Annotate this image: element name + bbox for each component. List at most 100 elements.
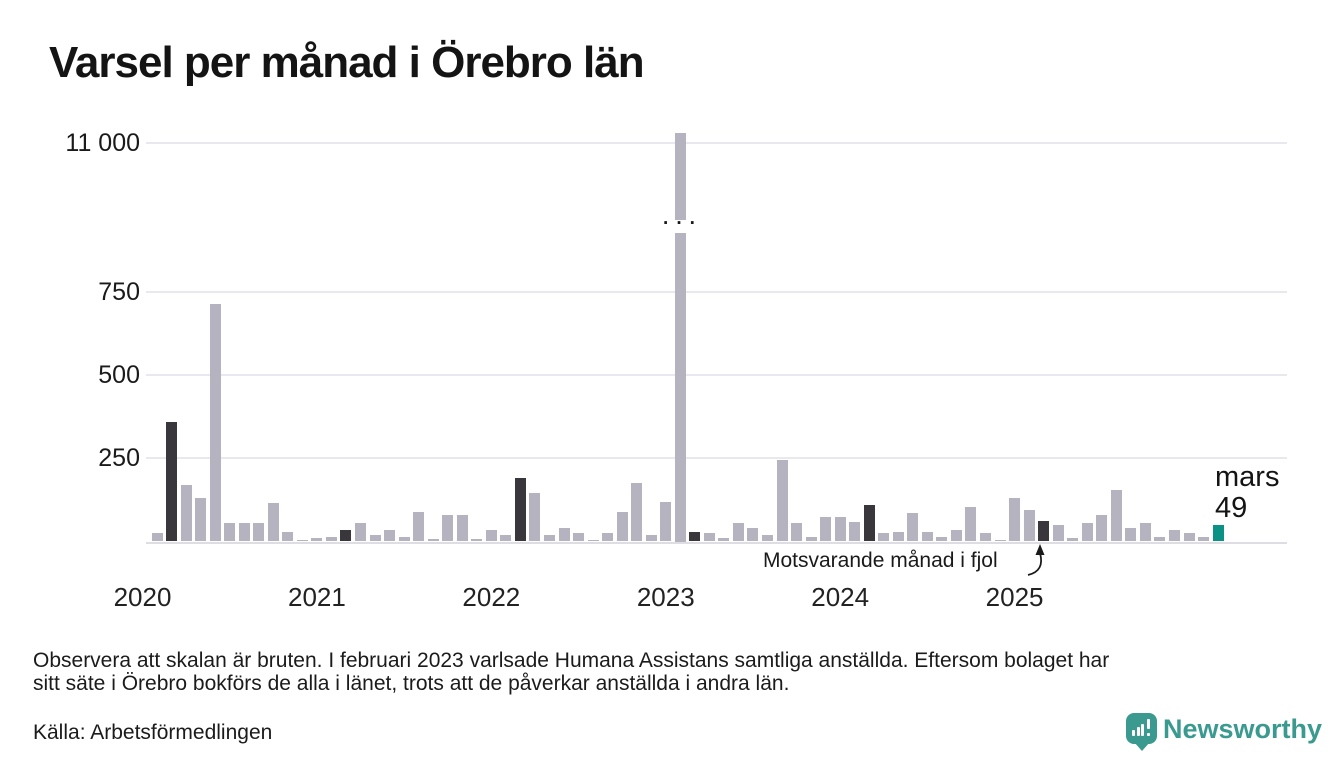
bar-2022-08 [587, 539, 599, 542]
bar-2022-01 [485, 529, 497, 542]
latest-annotation: mars 49 [1215, 462, 1279, 524]
bar-2020-04 [180, 484, 192, 542]
x-axis-year-label: 2020 [113, 582, 172, 612]
gridline-250 [146, 457, 1287, 460]
bar-2023-03 [689, 531, 701, 542]
bar-2020-10 [267, 503, 279, 542]
bar-2024-07 [921, 531, 933, 542]
bar-2024-05 [892, 531, 904, 542]
bar-2025-02 [1023, 509, 1035, 542]
bar-2023-10 [791, 523, 803, 542]
bar-2020-05 [195, 498, 207, 542]
bar-2020-09 [253, 523, 265, 542]
bar-2020-06 [209, 303, 221, 542]
bar-2020-12 [296, 539, 308, 542]
bar-2020-08 [238, 523, 250, 542]
newsworthy-logo-text: Newsworthy [1163, 714, 1323, 744]
latest-value-label: 49 [1215, 492, 1248, 524]
y-axis-tick-label: 750 [98, 278, 140, 307]
x-axis-year-label: 2022 [462, 582, 521, 612]
bar-2021-08 [413, 511, 425, 542]
gridline-750 [146, 291, 1287, 294]
bar-2023-07 [747, 528, 759, 542]
bar-2021-07 [398, 536, 410, 542]
bar-2025-03 [1038, 520, 1050, 542]
bar-2022-02 [500, 534, 512, 542]
scale-break-gap [672, 220, 688, 233]
bar-2022-06 [558, 528, 570, 542]
bar-2021-02 [325, 536, 337, 542]
bar-2021-10 [442, 514, 454, 542]
bar-2022-12 [645, 534, 657, 542]
newsworthy-logo: Newsworthy [1126, 711, 1336, 761]
bar-2024-11 [980, 533, 992, 542]
gridline-500 [146, 374, 1287, 377]
bar-2024-06 [907, 513, 919, 542]
latest-month-label: mars [1215, 461, 1280, 493]
bar-2025-05 [1067, 538, 1079, 542]
fjol-annotation-label: Motsvarande månad i fjol [763, 549, 998, 572]
bar-2021-09 [427, 538, 439, 542]
bar-2023-02 [674, 133, 686, 542]
bar-2020-03 [166, 421, 178, 542]
bar-2025-08 [1110, 489, 1122, 542]
bar-2023-11 [805, 536, 817, 542]
footnote-line-1: Observera att skalan är bruten. I februa… [33, 649, 1110, 672]
bar-2026-02 [1198, 536, 1210, 542]
bar-2021-06 [384, 529, 396, 542]
bar-2024-01 [834, 516, 846, 542]
bar-2024-04 [878, 533, 890, 542]
x-axis-year-label: 2023 [636, 582, 695, 612]
bar-2023-12 [820, 516, 832, 542]
bar-2024-02 [849, 521, 861, 542]
y-axis-tick-label: 250 [98, 444, 140, 473]
source-label: Källa: Arbetsförmedlingen [33, 721, 273, 744]
footnote-line-2: sitt säte i Örebro bokförs de alla i län… [33, 672, 790, 695]
newsworthy-logo-tail [1134, 742, 1150, 751]
bar-2025-09 [1125, 528, 1137, 542]
bar-2024-10 [965, 506, 977, 542]
bar-2021-11 [456, 514, 468, 542]
bar-2025-04 [1052, 524, 1064, 542]
x-axis-year-label: 2021 [287, 582, 346, 612]
gridline-11000 [146, 142, 1287, 144]
bar-2020-11 [282, 531, 294, 542]
bar-2022-09 [602, 533, 614, 542]
page-title: Varsel per månad i Örebro län [49, 38, 645, 87]
bar-2022-05 [543, 534, 555, 542]
bar-2025-11 [1154, 536, 1166, 542]
bar-2023-05 [718, 538, 730, 542]
bar-2024-12 [994, 539, 1006, 542]
bar-2023-01 [660, 501, 672, 542]
bar-2025-07 [1096, 514, 1108, 542]
bar-2022-03 [514, 478, 526, 542]
bar-2025-06 [1081, 523, 1093, 542]
bar-2020-07 [224, 523, 236, 542]
bar-2021-03 [340, 529, 352, 542]
scale-break-dots: ··· [663, 213, 703, 234]
bar-2026-03 [1212, 525, 1224, 542]
bar-2020-02 [151, 533, 163, 542]
bar-2021-12 [471, 538, 483, 542]
bar-2023-09 [776, 460, 788, 542]
y-axis-tick-label: 11 000 [65, 129, 140, 157]
bar-2025-01 [1009, 498, 1021, 542]
newsworthy-logo-icon [1126, 713, 1157, 744]
x-axis-line [146, 541, 1287, 544]
y-axis-tick-label: 500 [98, 361, 140, 390]
bar-2021-04 [355, 523, 367, 542]
bar-2024-03 [863, 504, 875, 542]
bar-2023-04 [703, 533, 715, 542]
bar-2025-10 [1139, 523, 1151, 542]
bar-2026-01 [1183, 533, 1195, 542]
bar-2021-01 [311, 538, 323, 542]
bar-2022-04 [529, 493, 541, 542]
bar-2022-11 [631, 483, 643, 542]
bar-2024-08 [936, 536, 948, 542]
bar-2024-09 [950, 529, 962, 542]
bar-2021-05 [369, 534, 381, 542]
bar-2025-12 [1168, 529, 1180, 542]
bar-2023-08 [762, 534, 773, 542]
